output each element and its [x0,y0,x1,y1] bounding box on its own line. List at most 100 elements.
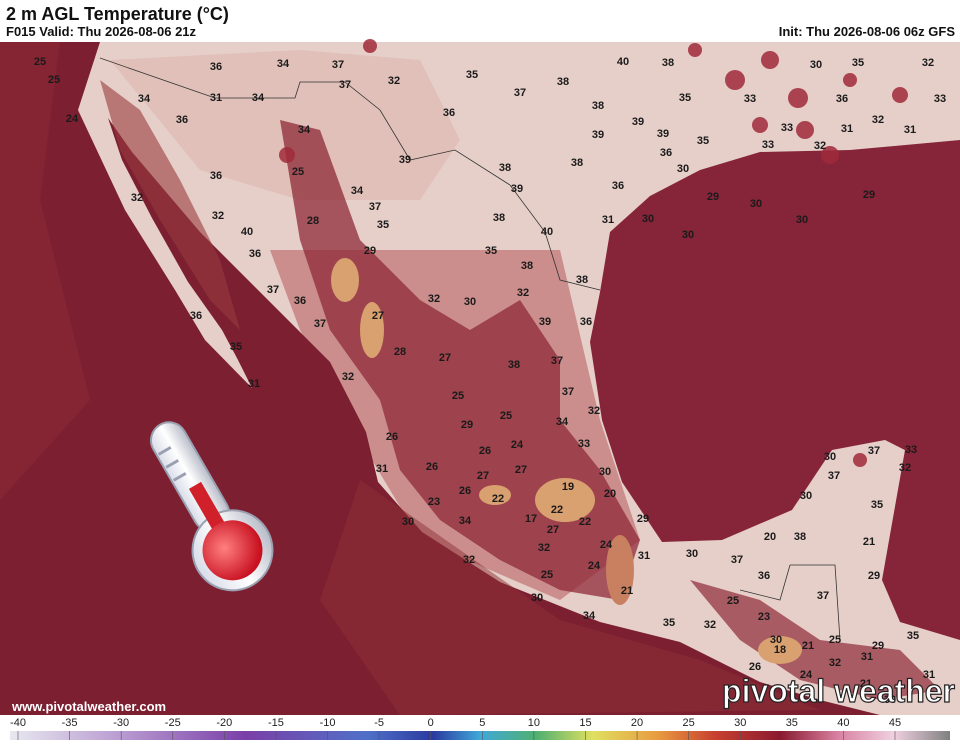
temperature-label: 35 [466,69,478,81]
temperature-label: 36 [249,248,261,260]
temperature-label: 37 [731,554,743,566]
temperature-label: 30 [800,490,812,502]
temperature-label: 35 [485,245,497,257]
temperature-label: 20 [604,488,616,500]
temperature-label: 37 [514,87,526,99]
temperature-label: 39 [657,128,669,140]
temperature-label: 31 [841,123,853,135]
temperature-label: 29 [863,189,875,201]
temperature-label: 32 [463,554,475,566]
cool-spot [758,636,802,664]
temperature-label: 29 [872,640,884,652]
temperature-label: 25 [34,56,46,68]
highlands [280,120,640,600]
temperature-label: 22 [492,493,504,505]
colorbar-tick-label: 35 [786,717,798,729]
temperature-label: 26 [386,431,398,443]
temperature-label: 34 [556,416,569,428]
caribbean-sea [882,440,960,640]
temperature-label: 27 [515,464,527,476]
colorbar-tick-label: -35 [62,717,78,729]
thermometer-icon [150,421,274,592]
temperature-label: 38 [521,260,533,272]
colorbar-tick-label: -20 [216,717,232,729]
temperature-label: 36 [210,61,222,73]
storm-dots [279,39,908,467]
temperature-label: 31 [248,378,260,390]
temperature-label: 32 [829,657,841,669]
ocean-shade [320,480,820,715]
temperature-label: 22 [579,516,591,528]
temperature-label: 27 [372,310,384,322]
temperature-label: 18 [774,644,786,656]
temperature-label: 27 [477,470,489,482]
temperature-label: 36 [836,93,848,105]
temperature-label: 32 [212,210,224,222]
temperature-label: 21 [802,640,814,652]
colorbar-tick-label: 25 [683,717,695,729]
temperature-label: 26 [749,661,761,673]
temperature-label: 25 [500,410,512,422]
temperature-label: 39 [592,129,604,141]
temperature-label: 40 [541,226,553,238]
temperature-label: 36 [210,170,222,182]
temperature-label: 37 [828,470,840,482]
temperature-label: 32 [899,462,911,474]
temperature-label: 38 [508,359,520,371]
temperature-label: 35 [230,341,242,353]
temperature-label: 36 [660,147,672,159]
colorbar-tick-label: 10 [528,717,540,729]
temperature-label: 30 [642,213,654,225]
temperature-label: 38 [493,212,505,224]
temperature-label: 31 [904,124,916,136]
temperature-label: 36 [758,570,770,582]
colorbar-tick-label: 5 [479,717,485,729]
temperature-label: 32 [517,287,529,299]
colorbar-tick-label: -5 [374,717,384,729]
temperature-label: 33 [762,139,774,151]
temperature-label: 38 [576,274,588,286]
colorbar-tick-label: -25 [165,717,181,729]
temperature-label: 26 [479,445,491,457]
colorbar-tick-label: -15 [268,717,284,729]
temperature-label: 33 [744,93,756,105]
temperature-label: 35 [907,630,919,642]
temperature-label: 30 [884,694,896,706]
temperature-label: 21 [860,678,872,690]
temperature-label: 38 [794,531,806,543]
temperature-label: 30 [796,214,808,226]
temperature-label: 31 [602,214,614,226]
temperature-label: 38 [571,157,583,169]
temperature-label: 35 [663,617,675,629]
colorbar-tick-label: -30 [113,717,129,729]
border [739,564,841,641]
site-url: www.pivotalweather.com [11,699,166,714]
temperature-label: 26 [459,485,471,497]
temperature-label: 32 [588,405,600,417]
temperature-label: 38 [557,76,569,88]
temperature-label: 31 [210,92,222,104]
cool-spot [360,302,384,358]
temperature-label: 36 [612,180,624,192]
colorbar-tick-label: 20 [631,717,643,729]
gulf-of-mexico [590,140,960,542]
temperature-label: 24 [600,539,613,551]
temperature-label: 32 [922,57,934,69]
temperature-label: 33 [905,444,917,456]
colorbar-tick-label: 15 [579,717,591,729]
temperature-label: 36 [294,295,306,307]
temperature-label: 24 [511,439,524,451]
logo: pivotal weather [722,673,955,709]
temperature-label: 30 [810,59,822,71]
temperature-label: 32 [388,75,400,87]
temperature-label: 38 [662,57,674,69]
temperature-label: 28 [394,346,406,358]
temperature-label: 29 [868,570,880,582]
temperature-label: 34 [252,92,265,104]
temperature-label: 30 [750,198,762,210]
temperature-label: 30 [770,634,782,646]
temperature-label: 35 [377,219,389,231]
cool-spot [479,485,511,505]
temperature-label: 27 [547,524,559,536]
temperature-label: 34 [351,185,364,197]
